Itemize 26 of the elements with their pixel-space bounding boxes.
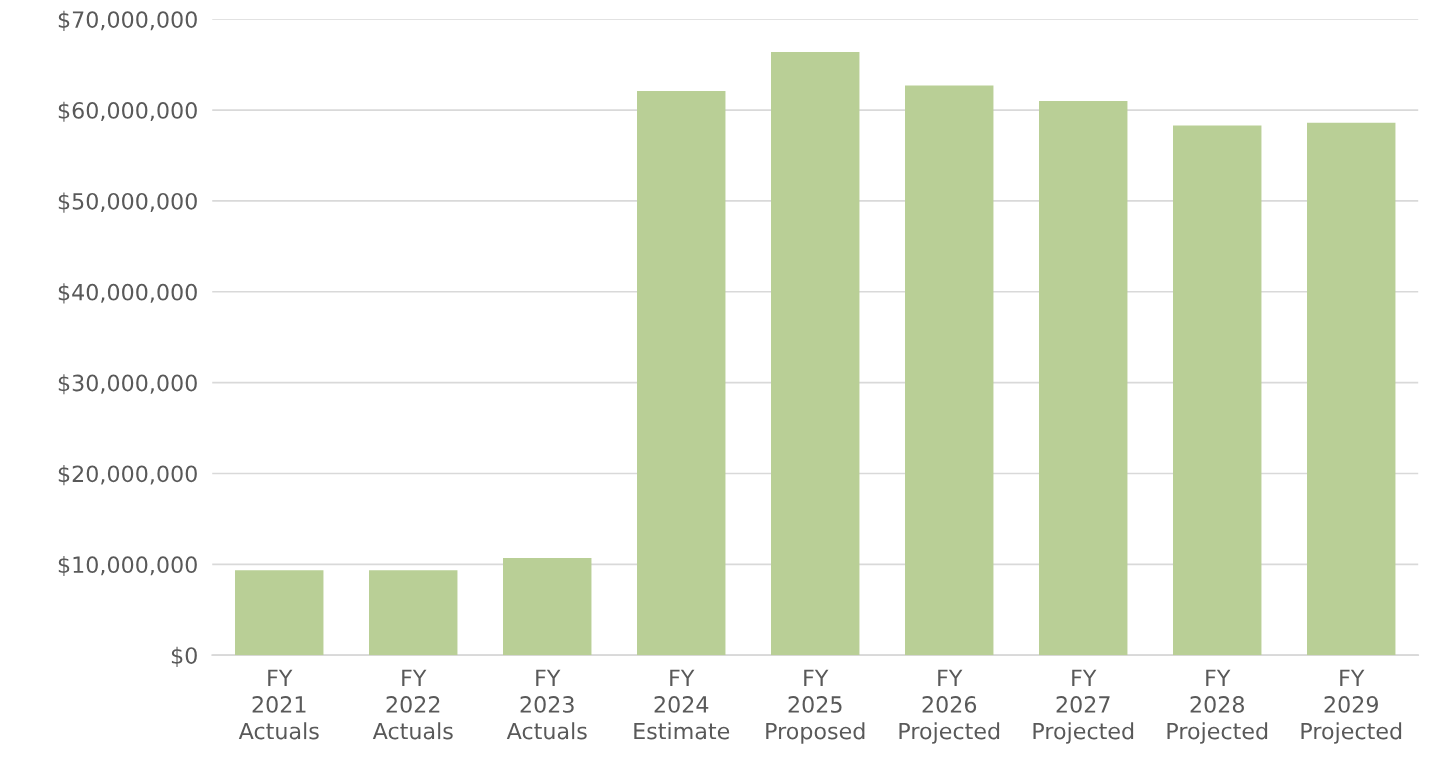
bar xyxy=(1173,125,1262,656)
y-tick-label: $10,000,000 xyxy=(58,555,197,577)
bar xyxy=(503,557,592,656)
bar xyxy=(1307,122,1396,656)
bar xyxy=(235,570,324,656)
bar xyxy=(637,91,726,656)
x-tick-label: FY 2026 Projected xyxy=(899,669,1000,744)
y-tick-label: $30,000,000 xyxy=(58,374,197,395)
y-tick-label: $20,000,000 xyxy=(58,465,197,486)
y-tick-label: $0 xyxy=(171,646,197,667)
x-tick-label: FY 2028 Projected xyxy=(1167,669,1268,744)
x-tick-label: FY 2021 Actuals xyxy=(238,669,319,740)
y-tick-label: $70,000,000 xyxy=(58,10,197,31)
x-tick-label: FY 2024 Estimate xyxy=(634,669,730,740)
bar xyxy=(771,51,860,656)
y-tick-label: $50,000,000 xyxy=(58,192,197,213)
y-tick-label: $40,000,000 xyxy=(58,283,197,304)
x-tick-label: FY 2025 Proposed xyxy=(766,669,865,744)
bar xyxy=(369,570,458,656)
x-tick-label: FY 2023 Actuals xyxy=(506,669,587,740)
x-tick-label: FY 2029 Projected xyxy=(1301,669,1402,744)
x-tick-label: FY 2027 Projected xyxy=(1033,669,1134,744)
y-tick-label: $60,000,000 xyxy=(58,101,197,122)
bar xyxy=(1039,100,1128,656)
x-tick-label: FY 2022 Actuals xyxy=(372,669,453,740)
bar xyxy=(905,85,994,656)
